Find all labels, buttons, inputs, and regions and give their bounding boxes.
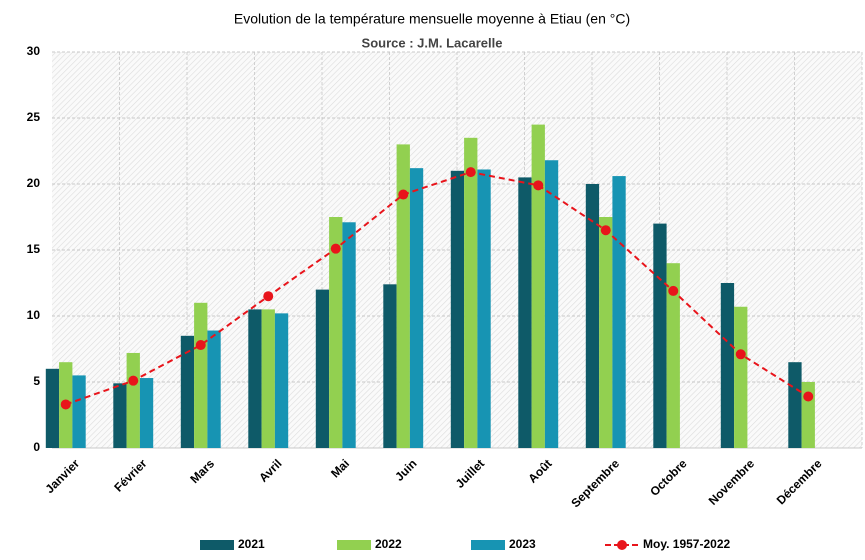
x-tick-label: Juillet: [453, 456, 487, 490]
x-tick-label: Février: [111, 456, 149, 494]
bar: [450, 170, 465, 449]
chart-title: Evolution de la température mensuelle mo…: [234, 11, 630, 27]
line-point: [803, 391, 814, 402]
line-point: [195, 340, 206, 351]
bar: [518, 177, 532, 448]
x-tick-label: Janvier: [42, 456, 82, 496]
bar: [720, 283, 735, 448]
y-tick-label: 15: [27, 242, 41, 256]
y-tick-label: 5: [33, 374, 40, 388]
legend-label: Moy. 1957-2022: [643, 537, 730, 551]
bar: [45, 368, 60, 448]
line-point: [128, 375, 139, 386]
bar: [477, 169, 491, 449]
x-tick-label: Novembre: [706, 456, 758, 508]
x-tick-label: Août: [525, 456, 554, 485]
bar: [734, 306, 748, 448]
x-tick-label: Octobre: [647, 456, 690, 499]
bar: [383, 284, 397, 448]
y-tick-label: 20: [27, 176, 41, 190]
bar: [653, 223, 667, 448]
line-point: [735, 349, 746, 360]
x-tick-label: Mai: [328, 456, 352, 480]
bar: [180, 335, 195, 448]
bar: [261, 309, 275, 448]
legend-label: 2022: [375, 537, 402, 551]
bar: [531, 124, 545, 448]
chart-subtitle: Source : J.M. Lacarelle: [362, 35, 503, 50]
x-tick-label: Décembre: [774, 456, 825, 507]
bar: [612, 176, 626, 448]
y-tick-label: 10: [27, 308, 41, 322]
y-tick-label: 0: [33, 440, 40, 454]
bar: [464, 137, 478, 449]
bar: [396, 144, 410, 448]
bar: [666, 263, 680, 448]
bar: [274, 313, 289, 448]
line-point: [668, 285, 679, 296]
bar: [409, 168, 424, 448]
x-tick-label: Juin: [392, 456, 419, 483]
x-tick-label: Avril: [256, 456, 284, 484]
bar: [788, 362, 802, 448]
x-tick-label: Mars: [187, 456, 217, 486]
line-point: [330, 243, 341, 254]
bar: [139, 378, 154, 448]
legend-label: 2023: [509, 537, 536, 551]
bar: [126, 352, 140, 448]
bar: [329, 217, 343, 448]
bar: [315, 289, 330, 448]
line-point: [60, 399, 71, 410]
bar: [207, 330, 221, 448]
x-tick-label: Septembre: [568, 456, 622, 510]
line: [65, 171, 809, 406]
bar: [248, 309, 262, 448]
y-tick-label: 30: [27, 44, 41, 58]
legend-swatch: [617, 540, 627, 550]
line-point: [263, 291, 274, 302]
legend-label: 2021: [238, 537, 265, 551]
bar: [544, 160, 559, 449]
line-point: [465, 167, 476, 178]
bar: [585, 184, 600, 448]
bar: [342, 222, 356, 448]
bar: [194, 302, 208, 448]
line-point: [533, 180, 544, 191]
bar: [113, 383, 127, 448]
line-point: [600, 225, 611, 236]
bar: [72, 375, 86, 448]
legend-swatch: [200, 540, 234, 550]
y-tick-label: 25: [27, 110, 41, 124]
legend-swatch: [337, 540, 371, 550]
bar: [599, 217, 613, 448]
legend-swatch: [471, 540, 505, 550]
line-point: [398, 189, 409, 200]
